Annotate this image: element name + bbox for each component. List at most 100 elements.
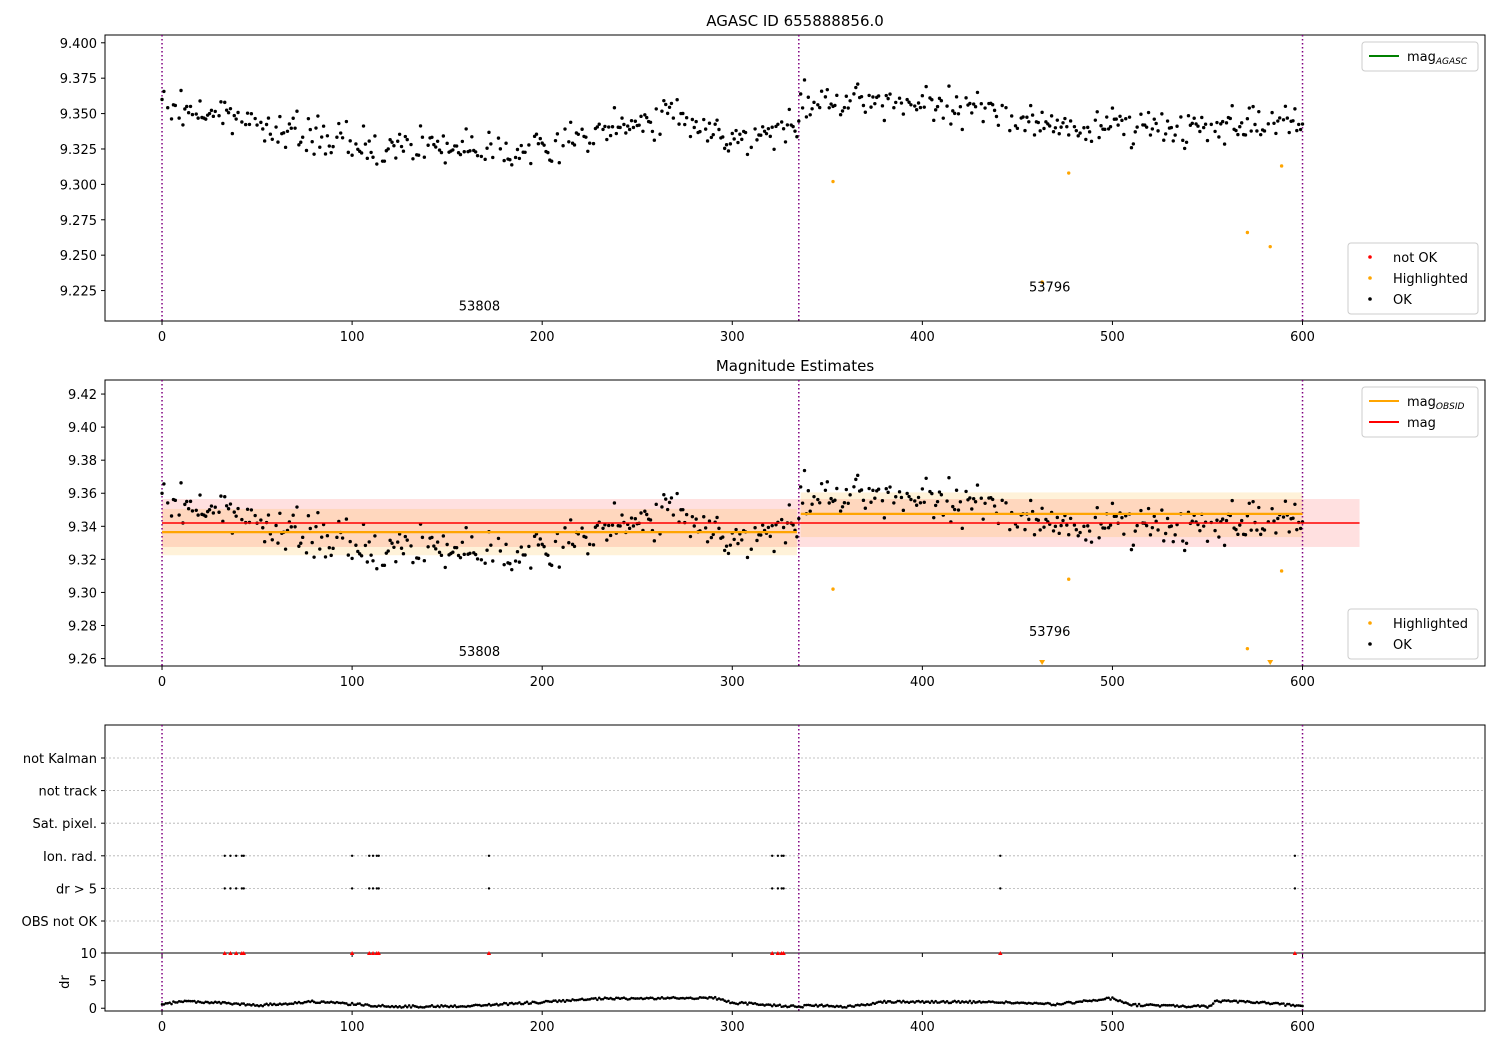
- ok-point: [268, 132, 273, 136]
- ok-point: [185, 104, 189, 109]
- ok-point: [1055, 118, 1060, 122]
- dr-point: [692, 997, 696, 1001]
- dr-point: [510, 1001, 514, 1005]
- ok-point: [884, 93, 888, 98]
- ok-point: [702, 117, 706, 122]
- dr-point: [1076, 1000, 1080, 1004]
- ok-point: [1219, 122, 1223, 126]
- dr-clipped-marker: [241, 951, 246, 955]
- ok-point: [1182, 146, 1187, 151]
- dr-point: [274, 1003, 278, 1007]
- flag-row-label: dr > 5: [56, 882, 97, 897]
- ok-point: [513, 155, 518, 160]
- ok-point: [169, 117, 174, 121]
- ok-point: [1181, 138, 1185, 143]
- ok-point: [375, 162, 379, 166]
- ok-point: [760, 523, 765, 527]
- dr-point: [272, 1002, 276, 1006]
- ok-point: [264, 122, 269, 127]
- ok-point: [667, 105, 672, 109]
- ok-point: [694, 119, 698, 124]
- x-tick-label: 400: [910, 675, 935, 690]
- dr-point: [789, 1004, 793, 1007]
- ok-point: [270, 538, 274, 542]
- dr-point: [1145, 1003, 1148, 1007]
- ok-point: [797, 119, 801, 123]
- ok-point: [325, 134, 330, 138]
- dr-point: [911, 1000, 915, 1003]
- legend-label: not OK: [1393, 251, 1438, 266]
- ok-point: [620, 116, 624, 120]
- dr-point: [928, 1001, 932, 1005]
- ok-point: [323, 152, 328, 156]
- ok-point: [166, 106, 170, 110]
- dr-point: [978, 1000, 981, 1003]
- dr-point: [369, 1005, 373, 1008]
- ok-point: [1048, 124, 1052, 128]
- dr-point: [1158, 1005, 1162, 1008]
- ok-point: [266, 116, 271, 120]
- ok-point: [882, 118, 887, 123]
- ok-point: [922, 500, 926, 504]
- ok-point: [894, 100, 898, 105]
- ok-point: [637, 123, 641, 127]
- ok-point: [968, 496, 972, 500]
- ok-point: [179, 481, 183, 485]
- ok-point: [464, 127, 468, 131]
- ok-point: [185, 499, 189, 504]
- dr-point: [1132, 1003, 1135, 1006]
- ok-point: [321, 124, 326, 128]
- ok-point: [245, 111, 250, 115]
- ok-point: [1129, 547, 1134, 552]
- dr-point: [611, 997, 614, 1001]
- dr-point: [424, 1005, 428, 1008]
- ok-point: [873, 101, 877, 106]
- ok-point: [1118, 114, 1122, 118]
- ok-point: [1162, 138, 1166, 142]
- ok-point: [605, 538, 609, 542]
- legend: Highlighted OK: [1347, 608, 1479, 660]
- ok-point: [726, 551, 731, 556]
- dr-point: [651, 996, 654, 1000]
- ok-point: [386, 549, 390, 553]
- ok-point: [671, 513, 676, 517]
- dr-point: [561, 998, 565, 1002]
- ok-point: [369, 150, 373, 155]
- ok-point: [1238, 125, 1242, 129]
- ok-point: [489, 142, 493, 146]
- ok-point: [485, 146, 489, 150]
- dr-clipped-marker: [222, 951, 227, 955]
- legend-label-subscript: AGASC: [1435, 57, 1468, 67]
- ok-point: [964, 96, 968, 100]
- ok-point: [654, 502, 658, 507]
- ok-point: [675, 491, 679, 496]
- ok-point: [306, 116, 311, 121]
- highlighted-point: [1279, 569, 1284, 573]
- y-tick-label: 9.250: [60, 249, 97, 264]
- ok-point: [422, 155, 427, 159]
- ok-point: [327, 144, 331, 148]
- ok-point: [162, 482, 166, 486]
- ok-point: [681, 507, 685, 512]
- y-tick-label: 9.325: [60, 143, 97, 158]
- ok-point: [681, 111, 685, 116]
- ok-point: [603, 523, 607, 527]
- dr-point: [613, 998, 616, 1001]
- legend-frame: [1347, 608, 1479, 660]
- ok-point: [1135, 523, 1139, 528]
- ok-point: [838, 509, 843, 513]
- dr-point: [1033, 1001, 1036, 1005]
- ok-point: [677, 122, 681, 126]
- ok-point: [787, 107, 791, 112]
- dr-point: [869, 1003, 873, 1006]
- ok-point: [1009, 114, 1014, 118]
- ok-point: [312, 152, 316, 156]
- ok-point: [876, 94, 881, 98]
- ok-point: [1291, 119, 1295, 123]
- ok-point: [1266, 122, 1271, 126]
- flag-event-point: [776, 854, 780, 857]
- ok-point: [787, 503, 791, 507]
- ok-point: [1089, 139, 1094, 144]
- ok-point: [876, 487, 881, 491]
